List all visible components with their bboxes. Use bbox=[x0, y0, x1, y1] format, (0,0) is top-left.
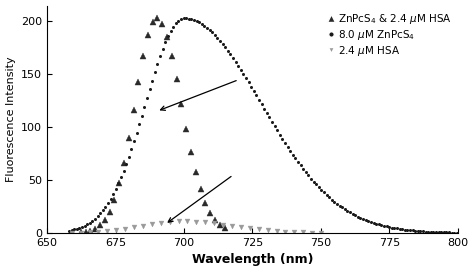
X-axis label: Wavelength (nm): Wavelength (nm) bbox=[192, 254, 313, 267]
Legend: ZnPcS$_4$ & 2.4 $\mu$M HSA, 8.0 $\mu$M ZnPcS$_4$, 2.4 $\mu$M HSA: ZnPcS$_4$ & 2.4 $\mu$M HSA, 8.0 $\mu$M Z… bbox=[327, 11, 453, 59]
Y-axis label: Fluorescence Intensity: Fluorescence Intensity bbox=[6, 57, 16, 182]
